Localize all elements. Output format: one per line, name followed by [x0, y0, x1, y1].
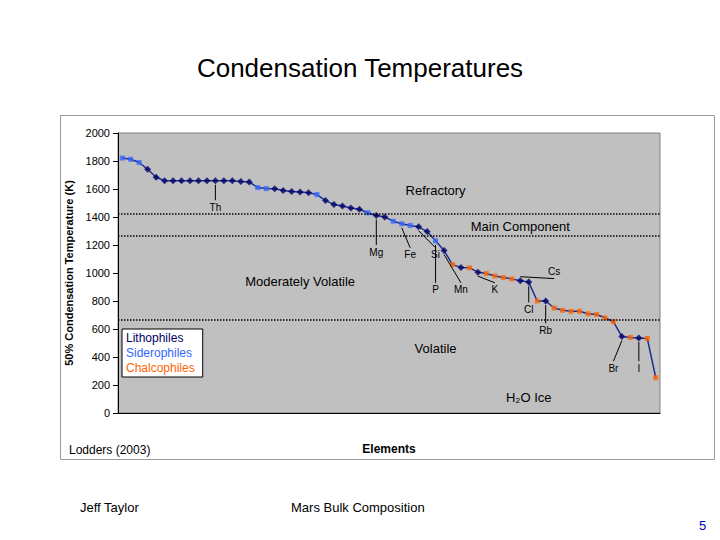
svg-text:P: P [432, 284, 439, 295]
svg-text:Main Component: Main Component [471, 219, 570, 234]
svg-text:I: I [637, 363, 640, 374]
svg-text:50% Condensation Temperature (: 50% Condensation Temperature (K) [63, 180, 75, 366]
svg-text:Siderophiles: Siderophiles [126, 346, 192, 360]
svg-text:Condensation Temperatures: Condensation Temperatures [197, 53, 523, 83]
svg-text:Lodders (2003): Lodders (2003) [69, 443, 150, 457]
svg-text:1600: 1600 [86, 183, 110, 195]
svg-text:Volatile: Volatile [415, 341, 457, 356]
svg-text:Br: Br [608, 363, 619, 374]
svg-text:Cl: Cl [524, 304, 533, 315]
svg-text:Mn: Mn [454, 284, 468, 295]
svg-text:H₂O Ice: H₂O Ice [506, 390, 552, 405]
svg-text:Si: Si [431, 249, 440, 260]
svg-text:0: 0 [104, 407, 110, 419]
svg-text:1000: 1000 [86, 267, 110, 279]
svg-text:1800: 1800 [86, 155, 110, 167]
svg-text:Moderately Volatile: Moderately Volatile [245, 274, 355, 289]
svg-text:Chalcophiles: Chalcophiles [126, 361, 195, 375]
svg-text:800: 800 [92, 295, 110, 307]
svg-text:K: K [492, 284, 499, 295]
svg-text:600: 600 [92, 323, 110, 335]
svg-text:Elements: Elements [362, 442, 416, 456]
svg-text:2000: 2000 [86, 127, 110, 139]
svg-text:Rb: Rb [539, 325, 552, 336]
svg-text:1200: 1200 [86, 239, 110, 251]
svg-text:Refractory: Refractory [406, 183, 466, 198]
svg-text:Mars Bulk Composition: Mars Bulk Composition [291, 500, 425, 515]
svg-text:Cs: Cs [548, 266, 560, 277]
svg-text:1400: 1400 [86, 211, 110, 223]
svg-text:Jeff Taylor: Jeff Taylor [80, 500, 139, 515]
svg-text:Lithophiles: Lithophiles [126, 331, 183, 345]
svg-text:200: 200 [92, 379, 110, 391]
svg-text:Mg: Mg [369, 247, 383, 258]
svg-text:Fe: Fe [404, 249, 416, 260]
svg-text:Th: Th [210, 202, 222, 213]
svg-text:5: 5 [699, 518, 706, 533]
svg-text:400: 400 [92, 351, 110, 363]
